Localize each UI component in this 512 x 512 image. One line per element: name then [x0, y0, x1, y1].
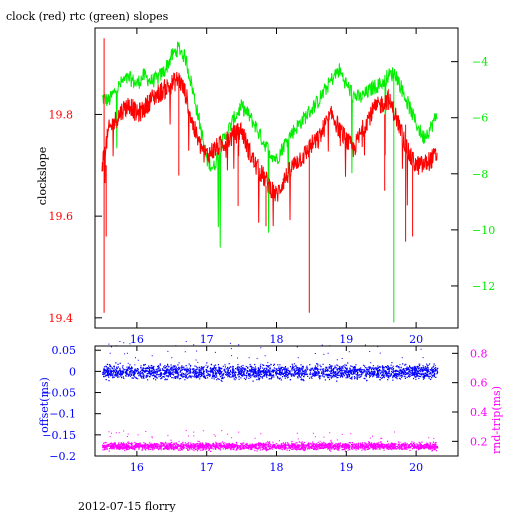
series-points-rnd-trip — [102, 429, 439, 452]
bottom-x-tick-label: 18 — [270, 461, 284, 474]
footer-text: 2012-07-15 florry — [78, 500, 176, 512]
top-chart-series — [101, 38, 438, 323]
top-y2-tick-label: −10 — [472, 224, 495, 237]
bottom-chart-series — [102, 341, 439, 452]
bottom-chart: 16 17 18 19 20 0.05 0 −0.05 −0.1 −0.15 −0.2 0.2 0.4 0… — [42, 341, 488, 474]
top-chart: 16 17 18 19 20 19.4 19.6 19.8 −12 −10 −8 −6 −4 — [49, 27, 495, 346]
bottom-x-tick-label: 20 — [409, 461, 423, 474]
bottom-x-tick-label: 17 — [200, 461, 214, 474]
bottom-y2-tick-label: 0.2 — [470, 435, 488, 448]
top-x-tick-label: 20 — [409, 333, 423, 346]
series-line-clock — [101, 38, 438, 313]
top-x-tick-label: 18 — [270, 333, 284, 346]
bottom-y2-tick-label: 0.6 — [470, 377, 488, 390]
top-x-tick-label: 19 — [339, 333, 353, 346]
top-y2-tick-label: −8 — [472, 168, 488, 181]
bottom-x-tick-label: 16 — [130, 461, 144, 474]
top-y-tick-label: 19.6 — [49, 210, 74, 223]
top-y2-tick-label: −4 — [472, 56, 488, 69]
top-y2-tick-label: −6 — [472, 112, 488, 125]
top-y-tick-label: 19.8 — [49, 108, 74, 121]
top-chart-title: clock (red) rtc (green) slopes — [6, 10, 169, 23]
top-y2-tick-label: −12 — [472, 280, 495, 293]
bottom-y-tick-label: −0.15 — [42, 429, 76, 442]
bottom-chart-frame — [94, 345, 459, 457]
top-chart-ylabel: clockslope — [36, 147, 49, 205]
top-x-tick-label: 17 — [200, 333, 214, 346]
bottom-chart-axes: 16 17 18 19 20 0.05 0 −0.05 −0.1 −0.15 −0.2 0.2 0.4 0… — [42, 344, 487, 474]
bottom-y2-tick-label: 0.4 — [470, 406, 488, 419]
bottom-y2-tick-label: 0.8 — [470, 347, 488, 360]
top-y-tick-label: 19.4 — [49, 312, 74, 325]
bottom-y-tick-label: −0.1 — [49, 408, 76, 421]
top-chart-frame — [94, 27, 459, 329]
bottom-y-tick-label: −0.2 — [49, 450, 76, 463]
series-points-offset — [102, 341, 439, 382]
bottom-x-tick-label: 19 — [339, 461, 353, 474]
top-x-tick-label: 16 — [130, 333, 144, 346]
bottom-chart-ylabel: offset(ms) — [38, 377, 51, 433]
bottom-y-tick-label: 0 — [69, 365, 76, 378]
bottom-y-tick-label: 0.05 — [52, 344, 77, 357]
top-chart-axes: 16 17 18 19 20 19.4 19.6 19.8 −12 −10 −8 −6 −4 — [49, 28, 495, 346]
bottom-chart-y2label: rnd-trip(ms) — [490, 386, 503, 454]
bottom-y-tick-label: −0.05 — [42, 387, 76, 400]
